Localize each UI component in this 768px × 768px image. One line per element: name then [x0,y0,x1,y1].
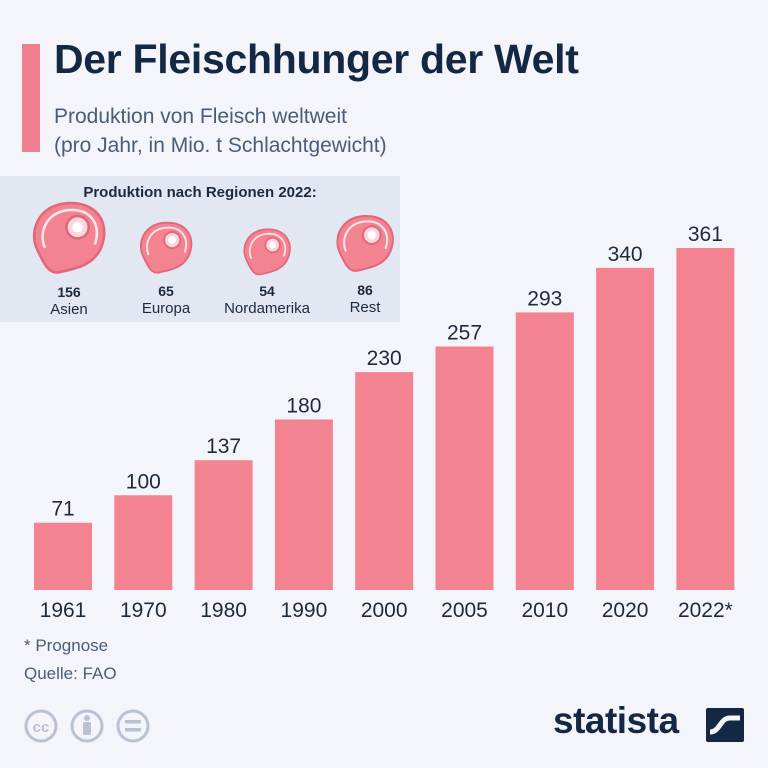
steak-icon [139,221,193,274]
bar-value-label: 180 [286,394,321,417]
steak-icon [243,228,291,276]
region-value: 54 [259,283,275,299]
bar-value-label: 340 [608,243,643,266]
bar-1980 [194,460,253,590]
x-tick-label: 1970 [120,599,167,622]
license-icons[interactable]: cc [24,707,164,747]
bar-2020 [596,267,655,590]
page-title: Der Fleischhunger der Welt [54,36,579,82]
bar-value-label: 71 [51,498,74,521]
bar-value-label: 137 [206,435,241,458]
bar-value-label: 257 [447,322,482,345]
region-name: Asien [50,301,88,318]
region-value: 86 [357,282,373,298]
statista-logo-icon [706,708,744,742]
source-note: Quelle: FAO [24,664,117,683]
nd-icon [116,709,150,743]
bar-1961 [34,522,92,590]
region-value: 65 [158,283,174,299]
bar-value-label: 293 [527,287,562,310]
region-nordamerika: 54 Nordamerika [212,226,322,318]
page-subtitle: Produktion von Fleisch weltweit (pro Jah… [54,102,387,160]
region-name: Rest [349,299,381,316]
x-tick-label: 2010 [521,599,568,622]
x-tick-label: 2005 [441,599,488,622]
x-tick-label: 1961 [40,599,87,622]
region-value: 156 [57,284,81,300]
region-europa: 65 Europa [111,219,221,318]
bar-2005 [435,346,494,590]
bar-2010 [515,312,574,590]
bar-chart: 71 1961 100 1970 137 1980 180 1990 230 2000 257 200… [34,223,735,622]
region-name: Nordamerika [224,300,310,317]
bar-value-label: 361 [688,223,723,246]
subtitle-line-2: (pro Jahr, in Mio. t Schlachtgewicht) [54,134,387,157]
region-name: Europa [141,300,191,317]
x-tick-label: 1980 [200,599,247,622]
statista-brand[interactable]: statista [553,700,679,741]
by-icon [70,709,104,743]
bar-value-label: 100 [126,470,161,493]
x-tick-label: 2022* [678,599,733,622]
footnote-prognose: * Prognose [24,636,109,655]
region-rest: 86 Rest [310,212,420,317]
bar-1990 [274,419,333,590]
cc-icon: cc [24,709,58,743]
region-asien: 156 Asien [14,198,124,319]
x-tick-label: 2020 [602,599,649,622]
title-accent-bar [22,44,40,152]
x-tick-label: 1990 [281,599,328,622]
steak-icon [32,201,106,274]
svg-text:cc: cc [33,719,50,736]
subtitle-line-1: Produktion von Fleisch weltweit [54,105,347,128]
steak-icon [336,215,394,272]
regions-heading: Produktion nach Regionen 2022: [83,184,317,201]
bar-2000 [355,372,414,590]
bar-2022 [676,248,735,590]
x-tick-label: 2000 [361,599,408,622]
bar-value-label: 230 [367,347,402,370]
bar-1970 [114,495,173,590]
